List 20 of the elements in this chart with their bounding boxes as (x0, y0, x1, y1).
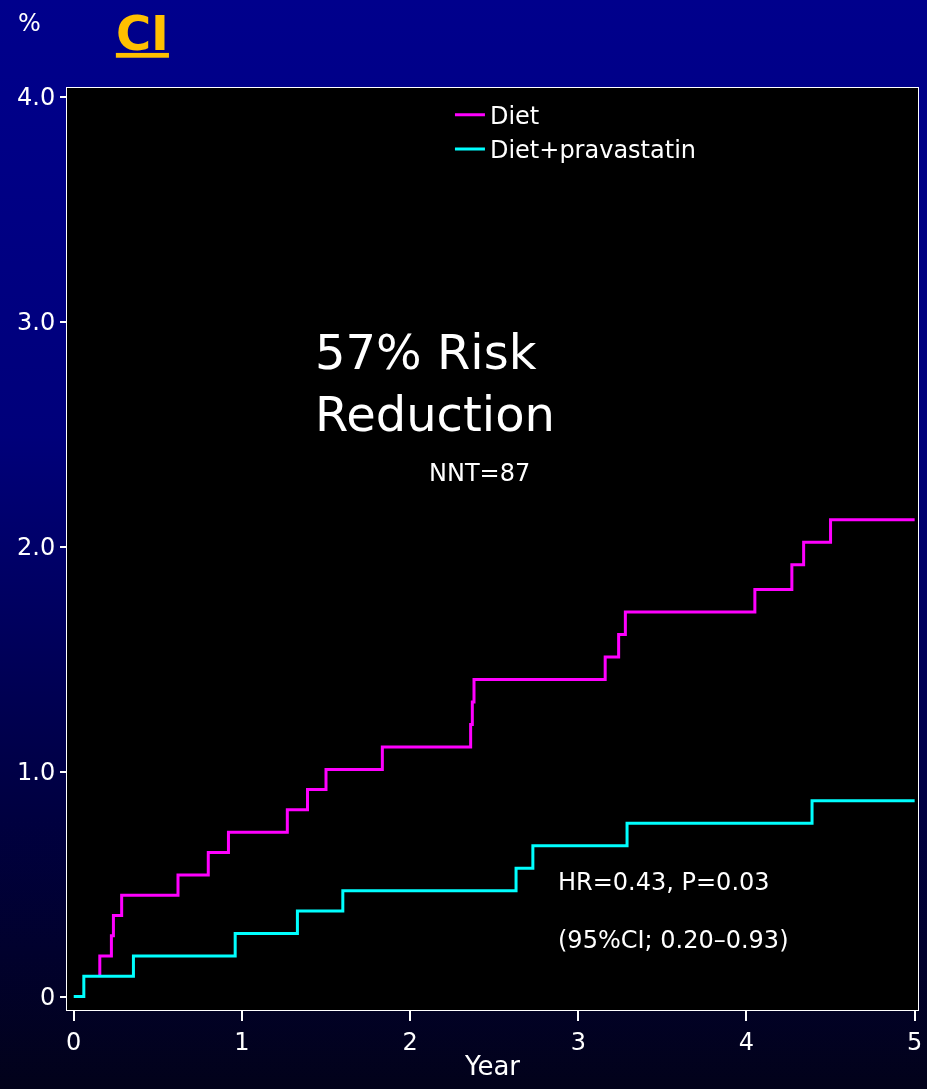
x-tick-label: 1 (234, 1027, 250, 1056)
y-tick-label: 4.0 (17, 83, 56, 112)
legend-label: Diet+pravastatin (489, 136, 697, 165)
annotation: HR=0.43, P=0.03 (558, 868, 770, 896)
x-tick-label: 4 (738, 1027, 755, 1056)
annotation: NNT=87 (429, 459, 531, 487)
y-tick-label: 1.0 (17, 758, 56, 787)
x-tick-label: 3 (570, 1027, 586, 1056)
y-tick-label: 0 (39, 982, 56, 1011)
y-axis-title: % (18, 9, 41, 37)
x-tick-label: 5 (907, 1027, 923, 1056)
y-tick-label: 2.0 (17, 533, 56, 562)
x-axis-title: Year (463, 1051, 521, 1082)
annotation: 57% Risk Reduction (315, 324, 555, 443)
x-tick-label: 0 (66, 1027, 82, 1056)
chart-title: CI (115, 4, 169, 61)
y-tick-label: 3.0 (17, 308, 56, 337)
annotation: (95%CI; 0.20–0.93) (558, 926, 789, 954)
legend-label: Diet (489, 102, 540, 131)
x-tick-label: 2 (402, 1027, 418, 1056)
